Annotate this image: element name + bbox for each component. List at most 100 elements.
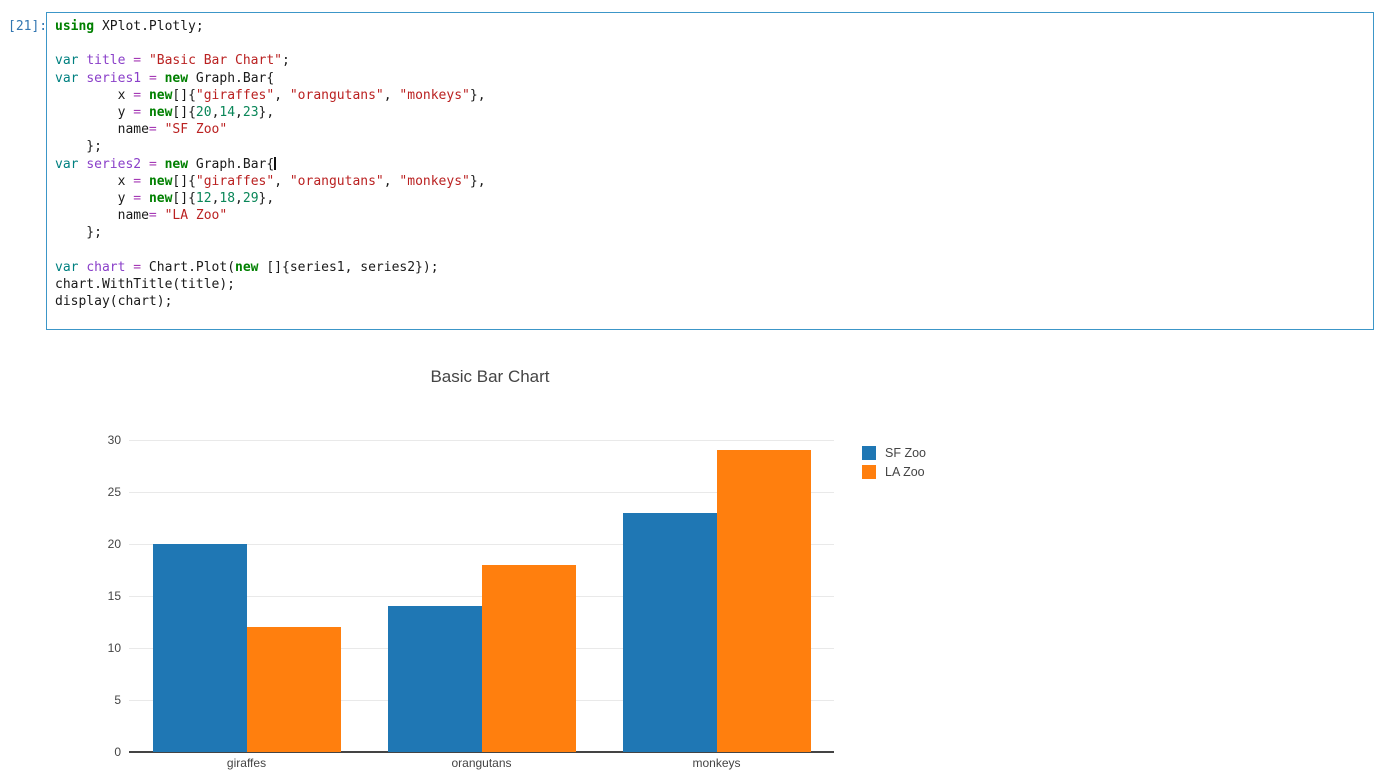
code-token-plain: []{: [172, 191, 195, 206]
y-tick-label: 20: [76, 536, 121, 552]
code-token-string: "giraffes": [196, 88, 274, 103]
code-token-number: 29: [243, 191, 259, 206]
plot-area[interactable]: 051015202530giraffesorangutansmonkeys: [129, 440, 834, 752]
code-token-plain: [141, 53, 149, 68]
code-token-keyword: new: [149, 174, 172, 189]
y-tick-label: 0: [76, 744, 121, 760]
code-line: };: [55, 138, 1365, 155]
y-tick-label: 25: [76, 484, 121, 500]
execution-count-prompt: [21]:: [8, 18, 44, 35]
code-token-string: "orangutans": [290, 174, 384, 189]
code-token-keyword: new: [165, 157, 188, 172]
code-token-plain: ,: [274, 88, 290, 103]
notebook-code-cell[interactable]: using XPlot.Plotly; var title = "Basic B…: [46, 12, 1374, 330]
y-tick-label: 15: [76, 588, 121, 604]
legend-swatch-icon: [862, 446, 876, 460]
code-line: [55, 242, 1365, 259]
code-token-plain: [141, 174, 149, 189]
text-cursor: [274, 157, 276, 170]
code-token-plain: [157, 157, 165, 172]
code-token-keyword: new: [235, 260, 258, 275]
code-token-plain: ;: [282, 53, 290, 68]
code-line: display(chart);: [55, 293, 1365, 310]
code-token-string: "LA Zoo": [165, 208, 228, 223]
code-token-keyword: using: [55, 19, 94, 34]
bar-sf-zoo-giraffes: [153, 544, 247, 752]
code-line: var chart = Chart.Plot(new []{series1, s…: [55, 259, 1365, 276]
code-token-number: 12: [196, 191, 212, 206]
code-token-plain: []{: [172, 174, 195, 189]
code-token-operator: =: [149, 157, 157, 172]
x-tick-label: giraffes: [227, 756, 266, 770]
code-token-plain: [157, 208, 165, 223]
legend-label: LA Zoo: [885, 465, 925, 479]
code-line: y = new[]{20,14,23},: [55, 104, 1365, 121]
code-token-plain: ,: [384, 174, 400, 189]
code-token-operator: =: [133, 53, 141, 68]
legend-item-la-zoo[interactable]: LA Zoo: [862, 462, 926, 481]
code-token-string: "giraffes": [196, 174, 274, 189]
code-token-string: "Basic Bar Chart": [149, 53, 282, 68]
code-line: var series2 = new Graph.Bar{: [55, 156, 1365, 173]
code-token-plain: name: [55, 208, 149, 223]
code-token-var-keyword: var: [55, 260, 78, 275]
code-token-plain: };: [55, 139, 102, 154]
legend-swatch-icon: [862, 465, 876, 479]
code-token-plain: ,: [235, 191, 243, 206]
code-token-plain: Graph.Bar{: [188, 71, 274, 86]
code-line: var title = "Basic Bar Chart";: [55, 52, 1365, 69]
code-token-number: 23: [243, 105, 259, 120]
code-token-plain: []{: [172, 88, 195, 103]
code-token-operator: =: [133, 88, 141, 103]
legend-item-sf-zoo[interactable]: SF Zoo: [862, 443, 926, 462]
code-line: var series1 = new Graph.Bar{: [55, 70, 1365, 87]
code-token-plain: x: [55, 174, 133, 189]
code-token-plain: },: [259, 191, 275, 206]
chart-legend: SF Zoo LA Zoo: [862, 443, 926, 481]
code-token-plain: y: [55, 191, 133, 206]
code-line: using XPlot.Plotly;: [55, 18, 1365, 35]
code-token-operator: =: [133, 191, 141, 206]
code-token-number: 14: [219, 105, 235, 120]
code-token-plain: name: [55, 122, 149, 137]
code-token-operator: =: [149, 122, 157, 137]
code-token-identifier: series1: [86, 71, 141, 86]
code-token-plain: display(chart);: [55, 294, 172, 309]
code-token-string: "SF Zoo": [165, 122, 228, 137]
code-token-plain: []{: [172, 105, 195, 120]
code-token-string: "orangutans": [290, 88, 384, 103]
code-editor[interactable]: using XPlot.Plotly; var title = "Basic B…: [55, 18, 1365, 310]
code-token-number: 20: [196, 105, 212, 120]
code-token-identifier: title: [86, 53, 125, 68]
code-line: };: [55, 224, 1365, 241]
code-token-plain: Graph.Bar{: [188, 157, 274, 172]
code-token-plain: x: [55, 88, 133, 103]
y-tick-label: 10: [76, 640, 121, 656]
code-line: [55, 35, 1365, 52]
code-token-number: 18: [219, 191, 235, 206]
code-token-plain: [141, 105, 149, 120]
code-token-plain: XPlot.Plotly;: [94, 19, 204, 34]
code-token-plain: };: [55, 225, 102, 240]
code-token-string: "monkeys": [399, 88, 469, 103]
code-line: x = new[]{"giraffes", "orangutans", "mon…: [55, 87, 1365, 104]
code-token-operator: =: [149, 208, 157, 223]
code-line: y = new[]{12,18,29},: [55, 190, 1365, 207]
code-token-plain: [157, 122, 165, 137]
code-token-plain: Chart.Plot(: [141, 260, 235, 275]
code-token-operator: =: [133, 174, 141, 189]
code-line: x = new[]{"giraffes", "orangutans", "mon…: [55, 173, 1365, 190]
bar-sf-zoo-monkeys: [623, 513, 717, 752]
code-token-var-keyword: var: [55, 71, 78, 86]
code-token-identifier: chart: [86, 260, 125, 275]
code-token-plain: },: [470, 174, 486, 189]
code-token-identifier: series2: [86, 157, 141, 172]
code-token-keyword: new: [149, 191, 172, 206]
code-line: name= "LA Zoo": [55, 207, 1365, 224]
code-token-plain: },: [259, 105, 275, 120]
plotly-chart-output: Basic Bar Chart 051015202530giraffesoran…: [0, 340, 1387, 784]
gridline: [129, 440, 834, 441]
code-token-plain: [141, 88, 149, 103]
x-tick-label: monkeys: [692, 756, 740, 770]
legend-label: SF Zoo: [885, 446, 926, 460]
